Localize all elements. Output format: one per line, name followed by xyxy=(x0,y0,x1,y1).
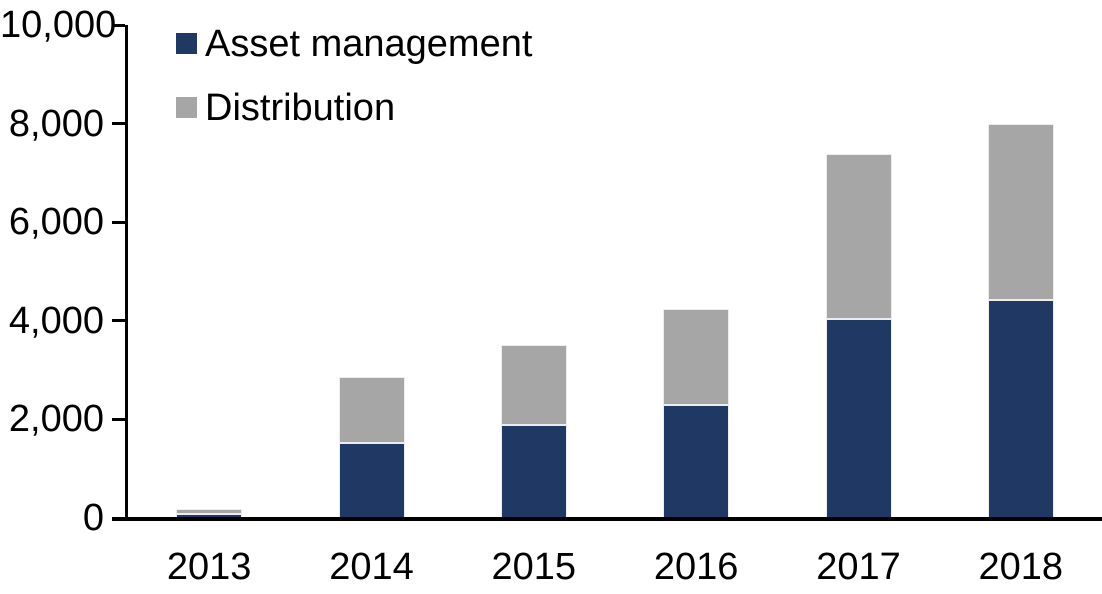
y-axis-tick-label: 4,000 xyxy=(8,299,104,342)
bar-segment-asset-management-2016 xyxy=(663,405,730,518)
bar-segment-distribution-2017 xyxy=(825,153,892,320)
y-axis-tick-label: 10,000 xyxy=(0,4,117,46)
bar-segment-asset-management-2013 xyxy=(176,514,243,518)
y-axis-tick xyxy=(112,122,125,126)
bar-segment-distribution-2018 xyxy=(987,123,1054,301)
x-axis-label-2016: 2016 xyxy=(653,546,739,588)
y-axis-tick xyxy=(112,417,125,421)
y-axis-tick-label: 2,000 xyxy=(8,398,104,441)
bar-segment-asset-management-2015 xyxy=(500,424,567,518)
bar-segment-distribution-2016 xyxy=(663,309,730,406)
y-axis-tick-label: 6,000 xyxy=(8,201,104,244)
x-axis-label-2014: 2014 xyxy=(329,546,414,588)
x-axis-label-2013: 2013 xyxy=(166,546,252,588)
y-axis-tick-label: 0 xyxy=(82,497,104,539)
bar-segment-distribution-2015 xyxy=(500,345,567,425)
y-axis-tick xyxy=(112,220,125,224)
bar-segment-distribution-2014 xyxy=(338,376,405,444)
legend-label: Asset management xyxy=(205,23,533,65)
bar-segment-asset-management-2014 xyxy=(338,443,405,518)
x-axis-label-2018: 2018 xyxy=(978,546,1064,588)
legend-swatch-icon xyxy=(176,33,197,54)
bar-segment-asset-management-2017 xyxy=(825,319,892,518)
y-axis-line xyxy=(125,25,128,521)
y-axis-tick-label: 8,000 xyxy=(8,102,104,145)
y-axis-tick xyxy=(112,319,125,323)
bar-segment-distribution-2013 xyxy=(176,509,243,514)
x-axis-line xyxy=(112,517,1102,521)
legend-label: Distribution xyxy=(205,87,396,129)
x-axis-label-2015: 2015 xyxy=(491,546,577,588)
bar-segment-asset-management-2018 xyxy=(987,300,1054,518)
y-axis-tick xyxy=(112,23,125,27)
x-axis-label-2017: 2017 xyxy=(816,546,901,588)
legend-swatch-icon xyxy=(176,97,197,118)
